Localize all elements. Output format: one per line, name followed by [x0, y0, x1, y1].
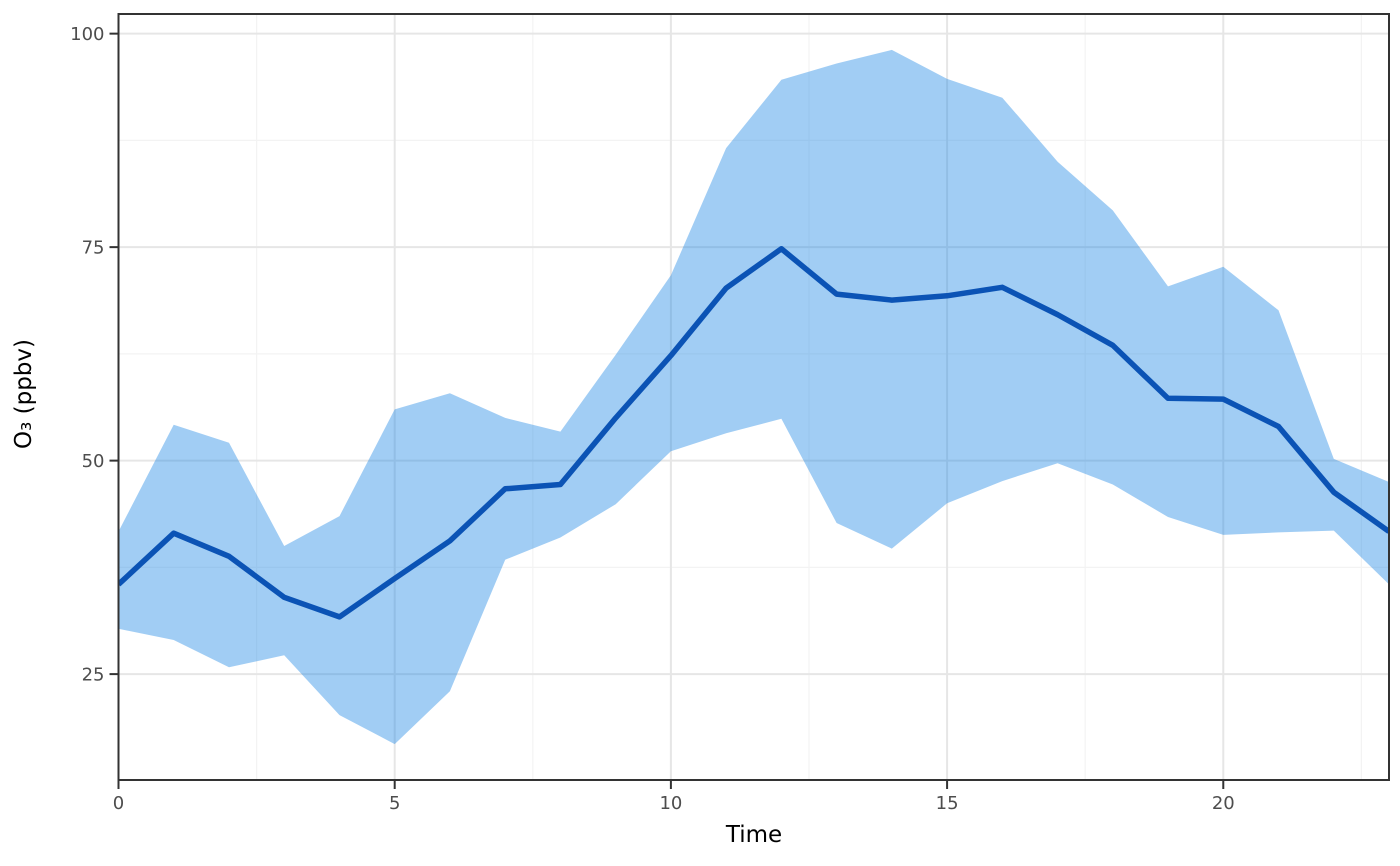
y-tick-label: 75: [82, 238, 105, 259]
x-tick-label: 0: [113, 793, 124, 814]
y-tick-label: 100: [70, 24, 104, 45]
y-axis-title: O₃ (ppbv): [11, 339, 37, 449]
x-tick-label: 10: [659, 793, 682, 814]
o3-mean-line: [118, 246, 1389, 620]
x-tick-label: 15: [936, 793, 959, 814]
panel-border: [117, 13, 1390, 781]
x-tick-label: 5: [389, 793, 400, 814]
x-axis-title: Time: [725, 822, 783, 848]
y-tick-label: 25: [82, 665, 105, 686]
y-tick-label: 50: [82, 451, 105, 472]
x-tick-label: 20: [1212, 793, 1235, 814]
confidence-ribbon: [118, 49, 1389, 745]
